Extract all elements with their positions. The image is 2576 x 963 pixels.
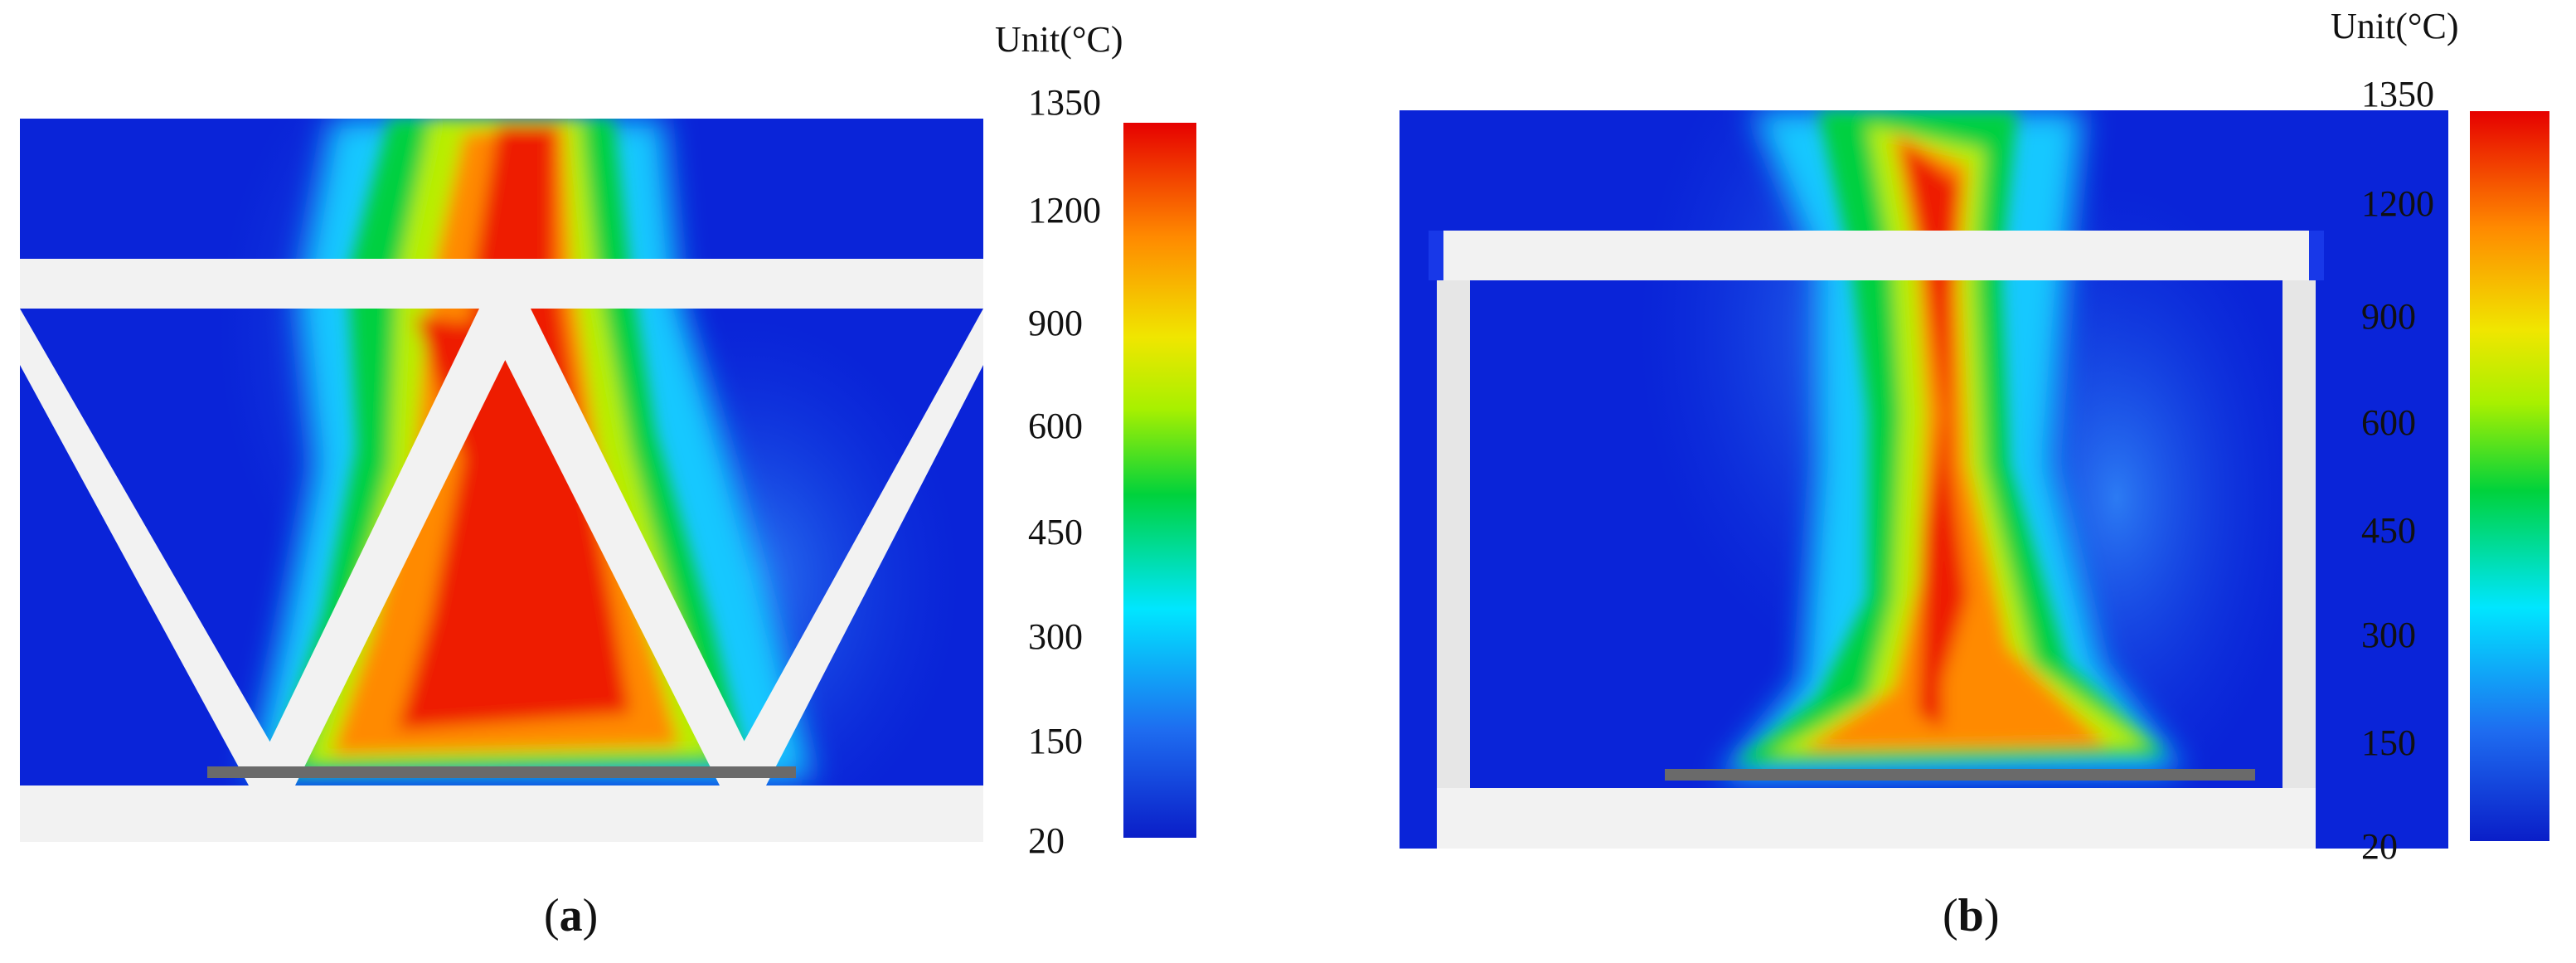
panel-a-tick: 450	[1028, 512, 1083, 552]
panel-b-fire-source	[1665, 769, 2255, 781]
panel-b-unit-label: Unit(°C)	[2331, 6, 2459, 46]
panel-a-temperature-contour	[20, 119, 1196, 842]
panel-b-colorbar	[2470, 111, 2549, 841]
panel-a-tick: 20	[1028, 820, 1065, 861]
panel-a-tick: 150	[1028, 721, 1083, 761]
panel-a-fire-source	[207, 766, 796, 778]
panel-a-tick: 1200	[1028, 190, 1101, 231]
panel-a-truss	[20, 259, 983, 842]
panel-b-tick: 600	[2361, 402, 2416, 443]
panel-b-tick: 1350	[2361, 74, 2434, 114]
panel-a-caption: (a)	[544, 890, 599, 941]
panel-b-caption: (b)	[1943, 890, 2000, 941]
panel-a-field	[20, 119, 983, 842]
panel-b-tick: 900	[2361, 296, 2416, 337]
panel-b-tick: 450	[2361, 510, 2416, 551]
panel-a-colorbar	[1123, 123, 1196, 838]
panel-a-unit-label: Unit(°C)	[995, 19, 1123, 60]
panel-a: Unit(°C) 1350 1200 900 600 450 300 150 2…	[20, 19, 1196, 941]
panel-b-frame	[1429, 231, 2324, 849]
panel-b-tick: 1200	[2361, 183, 2434, 224]
panel-a-tick: 300	[1028, 616, 1083, 657]
panel-a-tick: 900	[1028, 303, 1083, 343]
panel-b: Unit(°C) 1350 1200 900 600 450 300 150 2…	[1288, 0, 2576, 963]
panel-a-tick: 600	[1028, 406, 1083, 446]
panel-b-tick: 20	[2361, 826, 2398, 867]
panel-b-tick: 300	[2361, 615, 2416, 655]
panel-b-temperature-contour	[1400, 110, 2549, 849]
panel-b-tick: 150	[2361, 722, 2416, 763]
panel-a-tick: 1350	[1028, 82, 1101, 123]
